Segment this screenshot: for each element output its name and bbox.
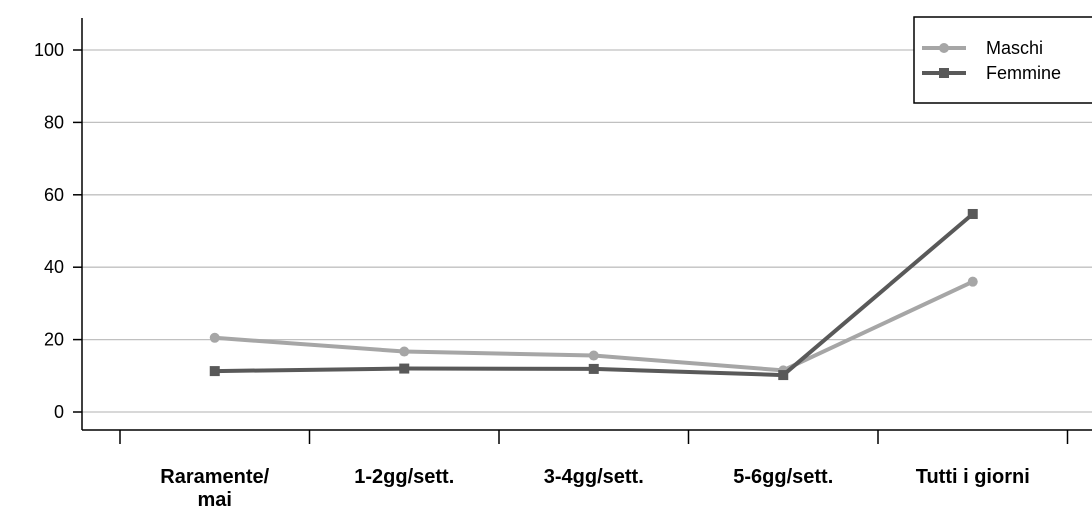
data-point-femmine — [778, 370, 789, 381]
y-tick-label: 80 — [44, 112, 64, 132]
data-point-femmine — [967, 208, 978, 219]
legend-marker-femmine — [939, 68, 949, 78]
series-layer — [209, 208, 978, 381]
x-tick-label: 1-2gg/sett. — [354, 466, 454, 488]
legend-label-femmine: Femmine — [986, 63, 1061, 83]
y-tick-label: 100 — [34, 40, 64, 60]
x-tick-label: 3-4gg/sett. — [544, 466, 644, 488]
data-point-maschi — [209, 332, 220, 343]
x-tick-label: 5-6gg/sett. — [733, 466, 833, 488]
y-tick-label: 60 — [44, 185, 64, 205]
y-tick-label: 40 — [44, 257, 64, 277]
gridlines — [82, 49, 1092, 413]
y-tick-label: 0 — [54, 402, 64, 422]
legend-marker-maschi — [939, 43, 949, 53]
x-tick-label: Raramente/mai — [160, 466, 269, 511]
data-point-femmine — [209, 366, 220, 377]
data-point-femmine — [399, 363, 410, 374]
data-point-femmine — [588, 363, 599, 374]
legend-box — [913, 16, 1092, 104]
legend: Maschi Femmine — [913, 16, 1092, 104]
data-point-maschi — [588, 350, 599, 361]
data-point-maschi — [967, 276, 978, 287]
x-tick-label: Tutti i giorni — [916, 466, 1030, 488]
y-tick-label: 20 — [44, 330, 64, 350]
x-ticks: Raramente/mai 1-2gg/sett. 3-4gg/sett. 5-6gg… — [119, 430, 1069, 511]
y-ticks: 0 20 40 60 80 100 — [34, 40, 82, 422]
data-point-maschi — [399, 346, 410, 357]
legend-label-maschi: Maschi — [986, 38, 1043, 58]
